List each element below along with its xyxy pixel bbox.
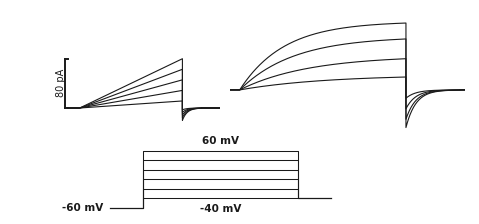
- Text: 60 mV: 60 mV: [202, 136, 239, 146]
- Text: -40 mV: -40 mV: [200, 204, 241, 214]
- Text: -60 mV: -60 mV: [62, 203, 103, 213]
- Text: 80 pA: 80 pA: [56, 69, 66, 97]
